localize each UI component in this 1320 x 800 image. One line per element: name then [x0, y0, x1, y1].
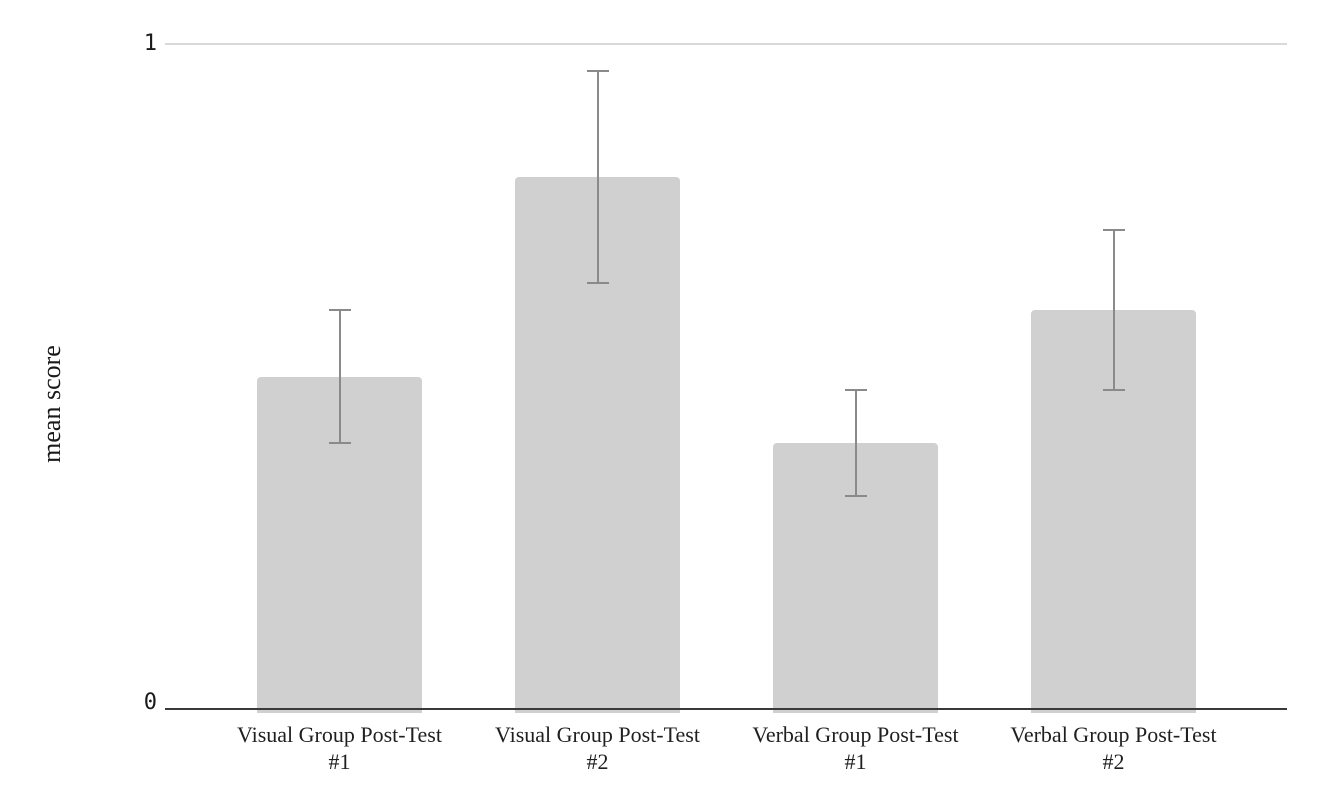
- gridline-y-max: [165, 43, 1287, 45]
- y-tick-label-1: 1: [143, 31, 157, 56]
- x-axis-line: [165, 708, 1287, 710]
- x-category-label-4-line-1: Verbal Group Post-Test: [1010, 722, 1217, 747]
- error-cap-top-2: [586, 69, 609, 72]
- x-category-label-2-line-1: Visual Group Post-Test: [495, 722, 700, 747]
- error-cap-top-3: [844, 388, 867, 391]
- x-category-label-4: Verbal Group Post-Test #2: [984, 721, 1244, 775]
- x-category-label-3-line-1: Verbal Group Post-Test: [752, 722, 959, 747]
- x-category-label-1-line-2: #1: [328, 749, 351, 774]
- x-category-label-2-line-2: #2: [586, 749, 609, 774]
- error-cap-bottom-3: [844, 495, 867, 498]
- x-category-label-2: Visual Group Post-Test #2: [468, 721, 728, 775]
- x-category-label-3-line-2: #1: [844, 749, 867, 774]
- x-category-label-4-line-2: #2: [1102, 749, 1125, 774]
- error-bar-3: [854, 389, 857, 497]
- error-cap-bottom-1: [328, 442, 351, 444]
- error-cap-bottom-4: [1102, 388, 1125, 391]
- error-cap-bottom-2: [586, 282, 609, 285]
- x-category-label-1: Visual Group Post-Test #1: [210, 721, 470, 775]
- y-tick-label-0: 0: [143, 690, 157, 715]
- error-cap-top-1: [328, 309, 351, 311]
- error-bar-2: [596, 70, 599, 284]
- error-bar-4: [1112, 230, 1115, 390]
- x-category-label-1-line-1: Visual Group Post-Test: [237, 722, 442, 747]
- x-category-label-3: Verbal Group Post-Test #1: [726, 721, 986, 775]
- error-cap-top-4: [1102, 229, 1125, 232]
- error-bar-1: [338, 310, 341, 443]
